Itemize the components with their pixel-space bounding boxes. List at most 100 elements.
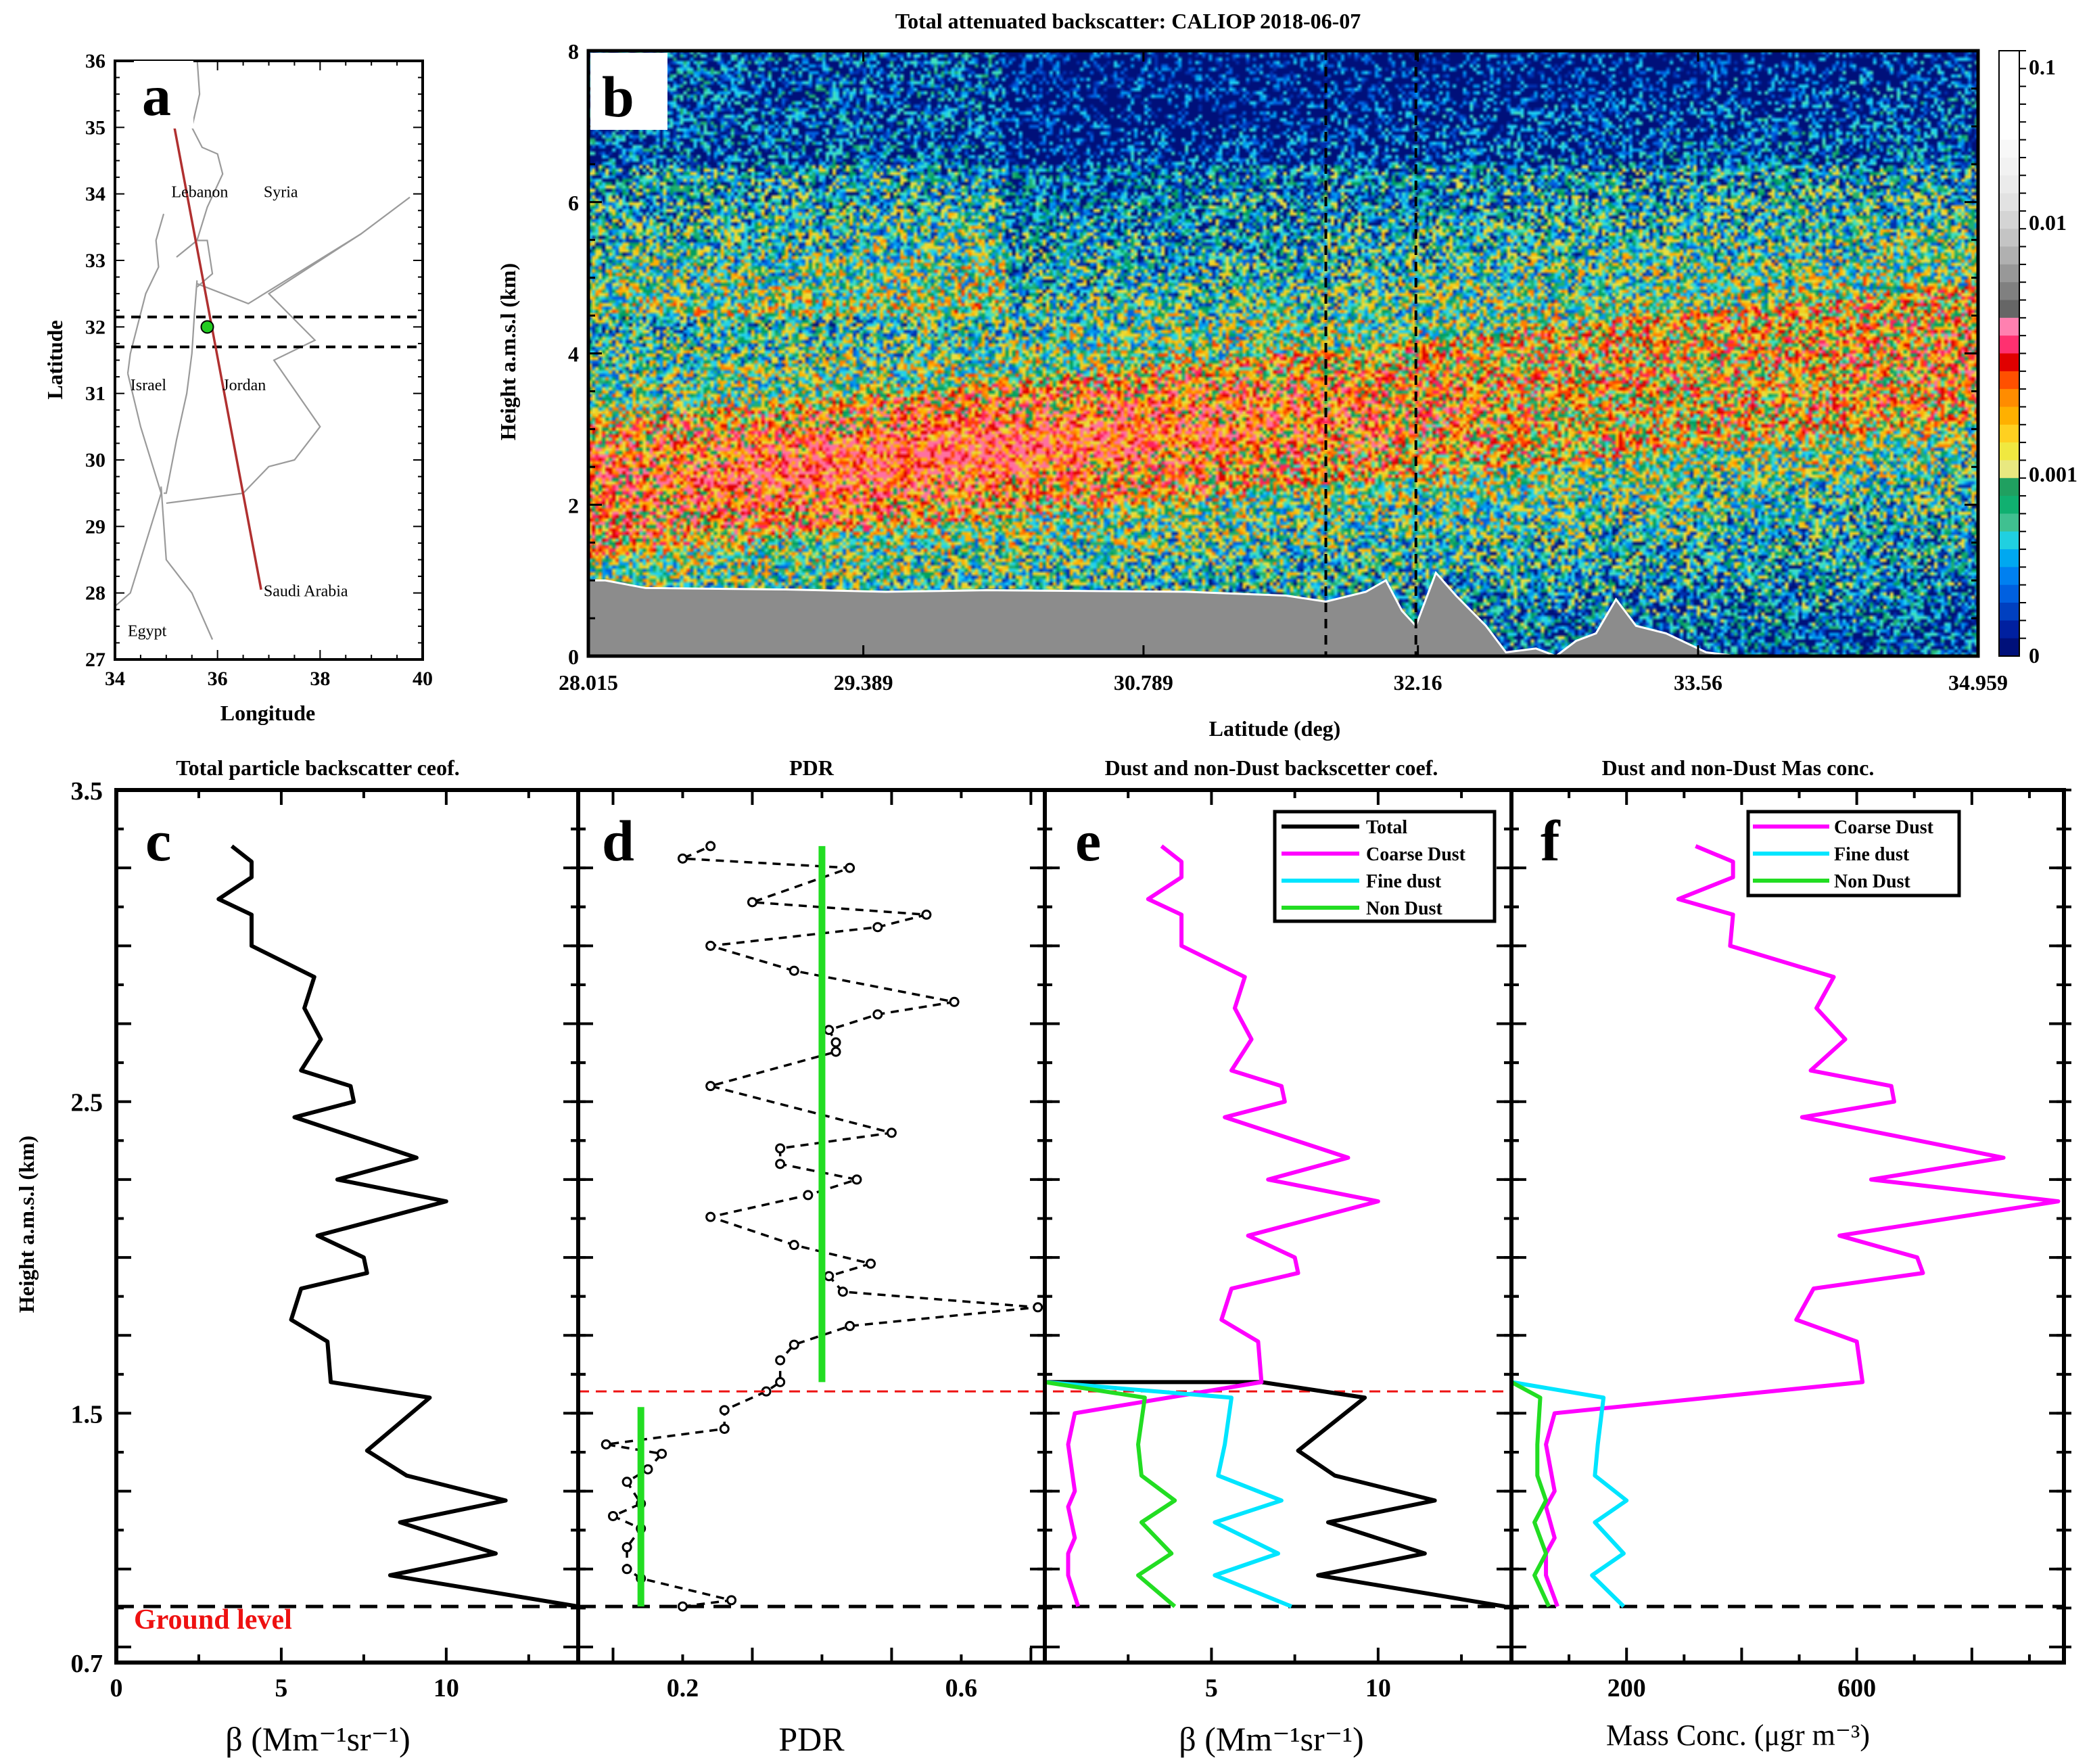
map-y-tick-label: 32 [85,316,105,338]
colorbar-segment [1999,229,2019,248]
heatmap-y-tick-label: 2 [568,493,579,517]
legend-e-label-nondust: Non Dust [1366,898,1442,919]
colorbar-segment [1999,86,2019,105]
y-tick-label: 2.5 [71,1089,103,1117]
colorbar-segment [1999,51,2019,69]
series-total [216,844,579,1609]
profiles-y-axis-label: Height a.m.s.l (km) [14,1136,39,1313]
map-x-tick-label: 34 [105,668,125,690]
pdr-point [775,1355,786,1366]
map-y-tick-label: 30 [85,449,105,471]
panel-b-heatmap: Total attenuated backscatter: CALIOP 201… [496,9,2077,741]
backscatter-heatmap-image [588,51,1978,656]
pdr-point [607,1510,618,1521]
colorbar-segment [1999,620,2019,639]
border-line [164,280,198,494]
y-tick-label: 1.5 [71,1400,103,1429]
series-fine-dust [1044,1380,1292,1608]
pdr-point [837,1286,848,1297]
map-overlay: Lebanon Syria Israel Jordan Saudi Arabia Egyp… [115,97,423,641]
pdr-point [803,1190,814,1201]
pdr-point [642,1464,653,1475]
colorbar-segment [1999,300,2019,319]
series-non-dust [1043,845,1177,1608]
map-frame [114,60,424,661]
x-tick-label: 10 [433,1674,459,1702]
colorbar-segment [1999,282,2019,301]
colorbar-segment [1999,210,2019,229]
border-line [191,61,224,241]
pdr-point [830,1046,841,1057]
pdr-point [1033,1302,1043,1313]
colorbar-segment [1999,264,2019,283]
legend-e-label-total: Total [1366,817,1407,838]
colorbar-segment [1999,68,2019,87]
x-tick-label: 0.2 [667,1674,699,1702]
colorbar-segment [1999,122,2019,141]
map-borders [115,61,410,640]
pdr-point [677,853,688,864]
y-tick-label: 0.7 [71,1650,103,1678]
pdr-point [677,1601,688,1612]
colorbar-segment [1999,442,2019,461]
site-marker [200,320,214,334]
border-line [126,373,162,494]
colorbar-segment [1999,335,2019,354]
colorbar-segment [1999,460,2019,479]
pdr-point [949,996,960,1007]
panel-b-letter: b [602,64,634,129]
ground-level-label: Ground level [134,1604,292,1635]
colorbar-segment [1999,246,2019,265]
border-line [166,233,362,505]
pdr-point [824,1271,835,1282]
heatmap-x-tick-label: 30.789 [1114,670,1173,695]
colorbar-segment [1999,317,2019,336]
map-y-tick-label: 33 [85,250,105,272]
legend-e-label-fine: Fine dust [1366,871,1442,892]
border-line [176,239,214,288]
colorbar-segment [1999,175,2019,194]
country-label: Lebanon [171,184,228,202]
country-label: Jordan [222,377,266,394]
map-y-tick-label: 27 [85,649,105,671]
heatmap-x-tick-label: 34.959 [1948,670,2008,695]
x-tick-label: 5 [275,1674,287,1702]
x-tick-label: 0.6 [945,1674,978,1702]
legend-f-label-nondust: Non Dust [1834,871,1910,892]
legend-e: Total Coarse Dust Fine dust Non Dust [1273,810,1497,923]
colorbar [1999,50,2026,657]
legend-e-label-coarse: Coarse Dust [1366,844,1466,865]
pdr-point [705,1211,716,1222]
pdr-point [845,1320,855,1331]
map-y-tick-label: 29 [85,515,105,538]
legend-f-label-fine: Fine dust [1834,844,1910,865]
pdr-point [921,909,932,920]
pdr-point [601,1439,611,1449]
panel-d-title: PDR [789,756,835,780]
panel-a-letter: a [142,63,171,128]
heatmap-y-tick-label: 0 [568,645,579,669]
heatmap-x-tick-label: 33.56 [1674,670,1722,695]
panel-b-letter-bg [590,53,667,130]
legend-f: Coarse Dust Fine dust Non Dust [1746,810,1961,898]
heatmap-x-axis-label: Latitude (deg) [1209,716,1341,741]
pdr-point [830,1037,841,1048]
map-x-axis-label: Longitude [220,701,315,725]
panel-e-letter: e [1075,808,1101,873]
legend-e-box [1273,810,1497,923]
series-non-dust [1509,845,1551,1608]
country-label: Syria [264,184,298,202]
pdr-point [872,922,883,933]
heatmap-y-axis-label: Height a.m.s.l (km) [496,263,520,440]
map-y-tick-label: 28 [85,582,105,605]
map-y-tick-label: 31 [85,383,105,405]
profiles-frame [114,788,2066,1665]
colorbar-segment [1999,513,2019,532]
panel-a-map: Lebanon Syria Israel Jordan Saudi Arabia Egyp… [43,50,433,725]
border-line [196,196,410,305]
colorbar-label-0.001: 0.001 [2029,462,2077,486]
heatmap-y-tick-label: 8 [568,39,579,64]
pdr-point [824,1025,835,1036]
panel-c-letter: c [145,808,171,873]
